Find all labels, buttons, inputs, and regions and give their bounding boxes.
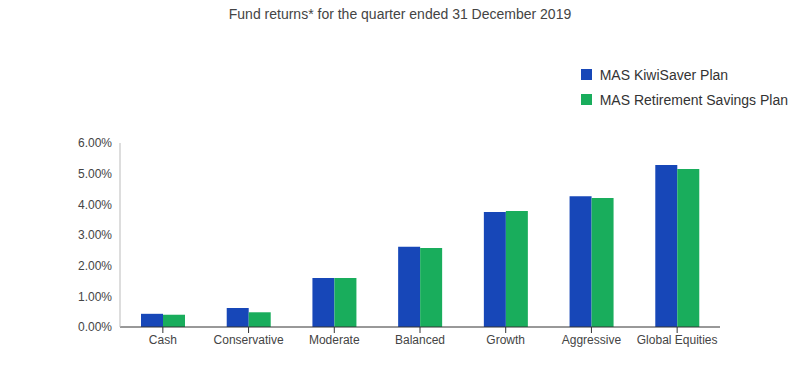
svg-text:Cash: Cash xyxy=(149,333,177,347)
svg-text:0.00%: 0.00% xyxy=(78,320,112,334)
svg-text:2.00%: 2.00% xyxy=(78,259,112,273)
svg-text:Aggressive: Aggressive xyxy=(562,333,622,347)
html-text:Fund returns* for the quarter: Fund returns* for the quarter ended 31 D… xyxy=(228,6,572,22)
svg-text:Global Equities: Global Equities xyxy=(637,333,718,347)
svg-text:Balanced: Balanced xyxy=(395,333,445,347)
svg-text:Moderate: Moderate xyxy=(309,333,360,347)
svg-text:Conservative: Conservative xyxy=(214,333,284,347)
svg-text:1.00%: 1.00% xyxy=(78,290,112,304)
svg-text:3.00%: 3.00% xyxy=(78,228,112,242)
html-text:MAS Retirement Savings Plan: MAS Retirement Savings Plan xyxy=(599,91,788,108)
html-text:MAS KiwiSaver Plan: MAS KiwiSaver Plan xyxy=(599,66,729,83)
svg-text:4.00%: 4.00% xyxy=(78,198,112,212)
svg-text:Growth: Growth xyxy=(486,333,525,347)
svg-text:5.00%: 5.00% xyxy=(78,167,112,181)
svg-text:6.00%: 6.00% xyxy=(78,136,112,150)
